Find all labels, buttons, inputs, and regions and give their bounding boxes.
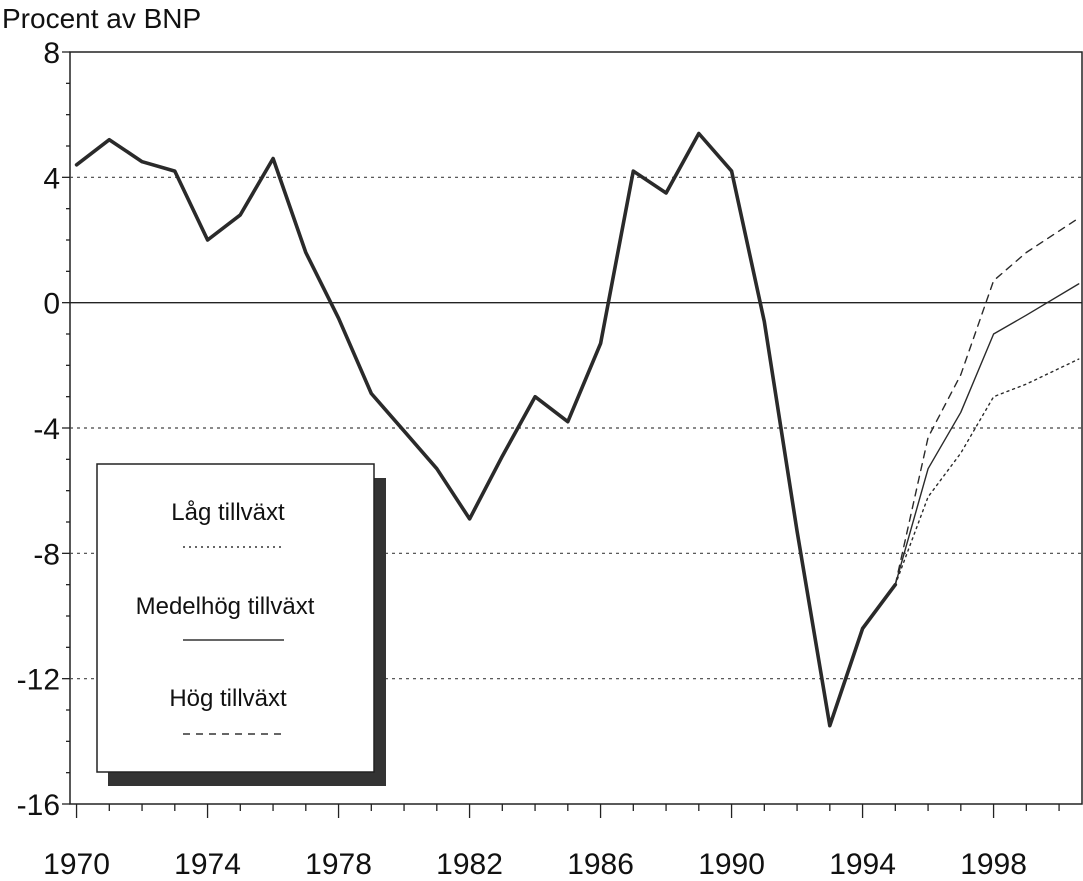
legend: Låg tillväxt Medelhög tillväxt Hög tillv…: [96, 463, 386, 786]
y-tick-label: 8: [43, 37, 60, 70]
x-tick-label: 1974: [174, 848, 241, 881]
x-tick-label: 1986: [567, 848, 634, 881]
legend-label-low: Låg tillväxt: [171, 499, 285, 526]
x-tick-label: 1982: [436, 848, 503, 881]
series-line-dashed: [894, 217, 1080, 586]
y-tick-label: 0: [43, 288, 60, 321]
y-tick-label: -4: [33, 413, 60, 446]
y-tick-label: -16: [17, 789, 60, 822]
x-tick-label: 1990: [698, 848, 765, 881]
y-tick-label: 4: [43, 162, 60, 195]
x-tick-label: 1994: [829, 848, 896, 881]
x-axis: 1970 1974 1978 1982 1986 1990 1994 1998: [43, 804, 1060, 881]
legend-label-high: Hög tillväxt: [169, 685, 287, 712]
x-tick-label: 1970: [43, 848, 110, 881]
y-axis: 8 4 0 -4 -8 -12 -16: [17, 37, 70, 822]
x-tick-label: 1998: [960, 848, 1027, 881]
series-group: [74, 131, 1080, 728]
y-tick-label: -8: [33, 538, 60, 571]
y-axis-title: Procent av BNP: [2, 3, 201, 34]
y-tick-label: -12: [17, 664, 60, 697]
series-line-dotted: [894, 358, 1080, 586]
x-tick-label: 1978: [305, 848, 372, 881]
series-line-solid: [894, 283, 1080, 586]
legend-box: [96, 463, 375, 773]
legend-label-medium: Medelhög tillväxt: [136, 593, 315, 620]
series-line-bold: [74, 131, 898, 728]
